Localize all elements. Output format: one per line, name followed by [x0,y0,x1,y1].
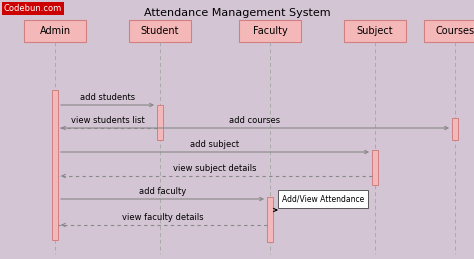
Text: Faculty: Faculty [253,26,287,36]
FancyBboxPatch shape [239,20,301,42]
FancyBboxPatch shape [157,105,163,140]
Text: add faculty: add faculty [139,187,186,196]
FancyBboxPatch shape [129,20,191,42]
FancyBboxPatch shape [278,190,368,208]
Text: Codebun.com: Codebun.com [4,4,62,13]
Text: Subject: Subject [357,26,393,36]
Text: Courses: Courses [436,26,474,36]
Text: view students list: view students list [71,116,145,125]
FancyBboxPatch shape [24,20,86,42]
Text: Admin: Admin [39,26,71,36]
Text: add courses: add courses [229,116,281,125]
FancyBboxPatch shape [267,197,273,242]
FancyBboxPatch shape [452,118,458,140]
Text: view faculty details: view faculty details [122,213,203,222]
Text: add students: add students [80,93,135,102]
Text: Add/View Attendance: Add/View Attendance [282,195,364,204]
FancyBboxPatch shape [372,150,378,185]
Text: view subject details: view subject details [173,164,257,173]
FancyBboxPatch shape [424,20,474,42]
FancyBboxPatch shape [344,20,406,42]
Text: add subject: add subject [191,140,239,149]
Text: Attendance Management System: Attendance Management System [144,8,330,18]
Text: Student: Student [141,26,179,36]
FancyBboxPatch shape [52,90,58,240]
